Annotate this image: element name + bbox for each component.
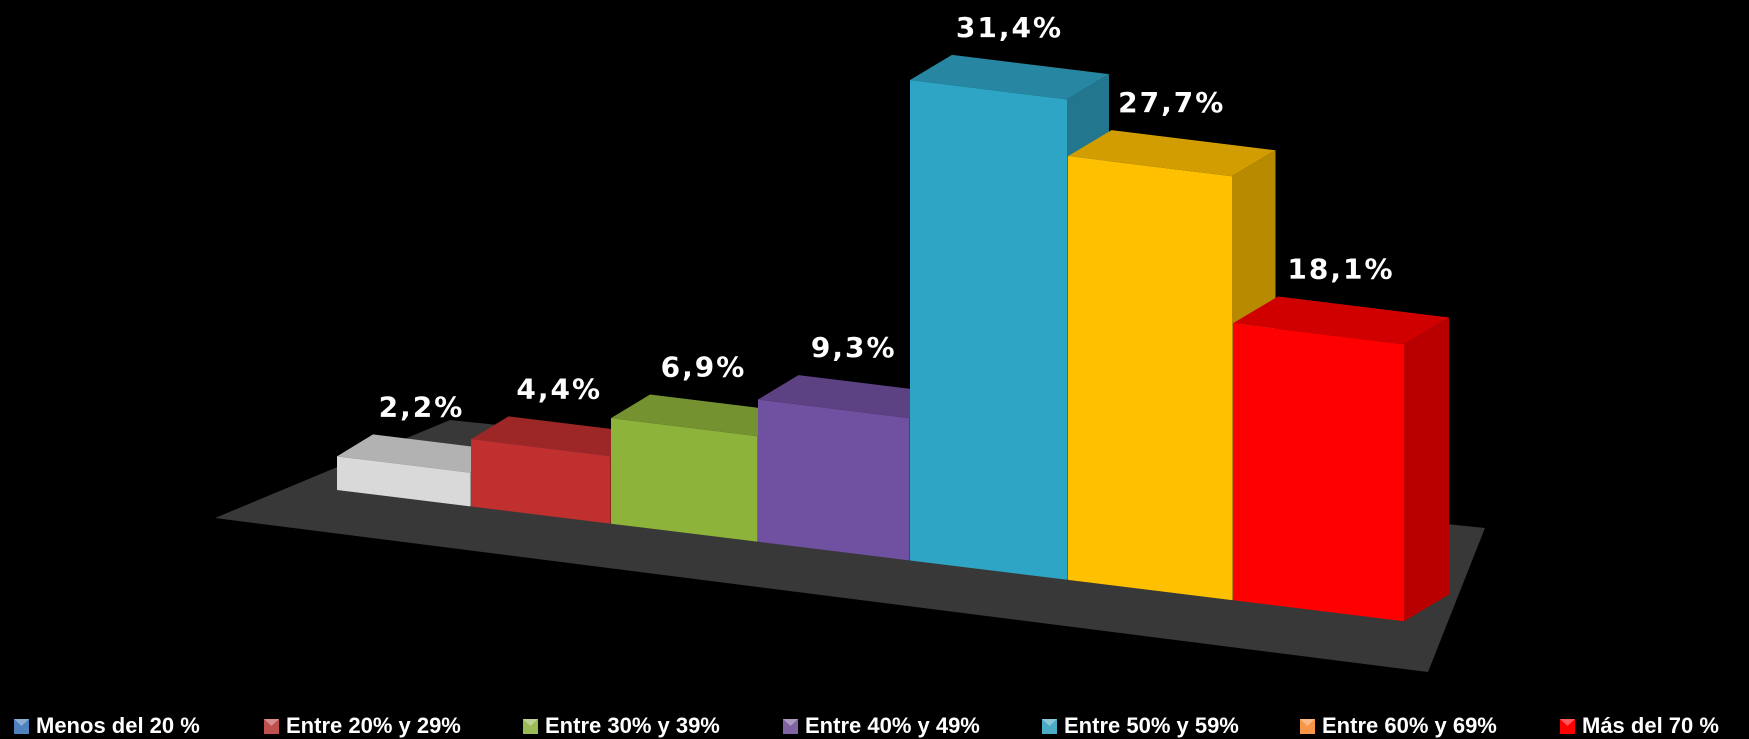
- legend-swatch-shine: [14, 719, 29, 726]
- legend-label: Entre 30% y 39%: [545, 713, 720, 738]
- legend-label: Entre 20% y 29%: [286, 713, 461, 738]
- bar: [1068, 156, 1232, 601]
- legend-swatch: [14, 719, 29, 734]
- legend-swatch: [1042, 719, 1057, 734]
- bar-top: [1068, 130, 1276, 177]
- legend-swatch-shine: [1300, 719, 1315, 726]
- bar: [471, 439, 610, 524]
- bar: [337, 456, 470, 507]
- bar: [1233, 323, 1404, 622]
- bar-top: [758, 375, 950, 419]
- legend-label: Entre 60% y 69%: [1322, 713, 1497, 738]
- legend-swatch-shine: [264, 719, 279, 726]
- legend-label: Más del 70 %: [1582, 713, 1719, 738]
- legend-swatch-shine: [1042, 719, 1057, 726]
- value-label: 31,4%: [956, 11, 1063, 44]
- legend-swatch: [264, 719, 279, 734]
- value-label: 2,2%: [379, 390, 465, 423]
- bar-top: [337, 434, 506, 473]
- value-label: 9,3%: [811, 331, 897, 364]
- value-label: 18,1%: [1287, 252, 1394, 285]
- legend-swatch-shine: [523, 719, 538, 726]
- legend-swatch: [523, 719, 538, 734]
- legend-label: Entre 40% y 49%: [805, 713, 980, 738]
- value-label: 27,7%: [1118, 86, 1225, 119]
- value-label: 6,9%: [661, 351, 747, 384]
- legend-swatch-shine: [783, 719, 798, 726]
- legend-swatch: [1300, 719, 1315, 734]
- legend-swatch-shine: [1560, 719, 1575, 726]
- bar: [758, 399, 909, 561]
- bar-top: [471, 416, 648, 457]
- bar: [910, 80, 1067, 580]
- bar-top: [611, 394, 796, 437]
- bar-side: [1404, 317, 1449, 622]
- legend-label: Menos del 20 %: [36, 713, 200, 738]
- legend-swatch: [1560, 719, 1575, 734]
- legend-swatch: [783, 719, 798, 734]
- bar-top: [1233, 296, 1449, 345]
- bar-top: [910, 54, 1109, 100]
- value-label: 4,4%: [516, 372, 602, 405]
- legend-label: Entre 50% y 59%: [1064, 713, 1239, 738]
- bar: [611, 418, 757, 542]
